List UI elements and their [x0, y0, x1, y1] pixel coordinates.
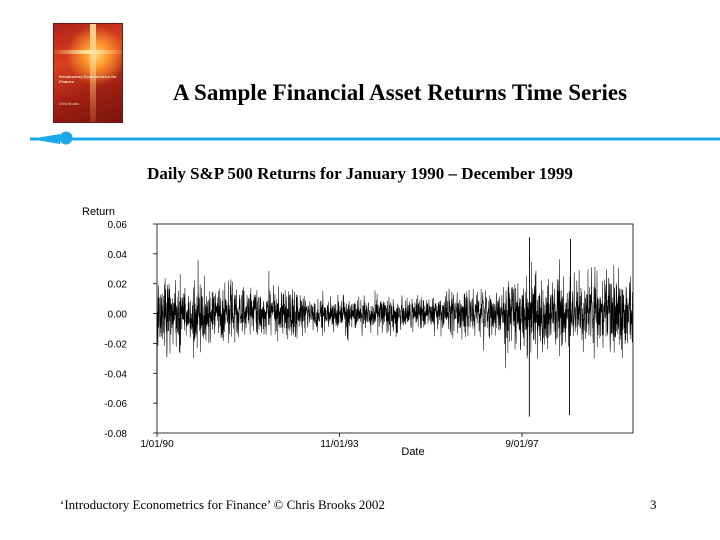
- y-tick-label: -0.08: [104, 429, 127, 440]
- title-underline-dot: [59, 131, 73, 145]
- book-cover-image: Introductory Econometrics for Finance Ch…: [53, 23, 123, 123]
- y-tick-label: 0.02: [108, 280, 128, 291]
- title-underline-bar: [30, 131, 720, 145]
- cover-title: Introductory Econometrics for Finance: [59, 74, 117, 84]
- returns-chart: Return Date 0.06 0.04 0.02 0.00 -0.02 -0.04 -0…: [82, 206, 634, 458]
- y-tick-label: 0.04: [108, 250, 128, 261]
- page-number: 3: [650, 497, 657, 512]
- cover-flare-vertical: [90, 24, 96, 122]
- x-tick-label: 11/01/93: [320, 439, 359, 450]
- x-tick-label: 9/01/97: [505, 439, 539, 450]
- y-tick-label: 0.06: [108, 220, 128, 231]
- y-axis-title: Return: [82, 206, 115, 218]
- y-tick-label: -0.06: [104, 399, 127, 410]
- cover-flare-horizontal: [54, 50, 122, 54]
- cover-author: Chris Brooks: [59, 102, 80, 106]
- slide-title: A Sample Financial Asset Returns Time Se…: [172, 80, 628, 105]
- series-line-returns: [156, 259, 634, 369]
- y-tick-label: 0.00: [108, 310, 128, 321]
- x-axis-title: Date: [401, 446, 424, 458]
- title-underline-tip: [30, 134, 60, 144]
- x-tick-label: 1/01/90: [140, 439, 174, 450]
- chart-subtitle-text: Daily S&P 500 Returns for January 1990 –…: [147, 164, 573, 183]
- y-axis-ticks: 0.06 0.04 0.02 0.00 -0.02 -0.04 -0.06 -0.08: [104, 220, 157, 440]
- y-tick-label: -0.04: [104, 369, 127, 380]
- slide-footer: ‘Introductory Econometrics for Finance’ …: [60, 497, 385, 512]
- notable-points: [156, 237, 572, 417]
- x-axis-ticks: 1/01/90 11/01/93 9/01/97: [140, 433, 539, 450]
- chart-subtitle: Daily S&P 500 Returns for January 1990 –…: [0, 164, 720, 184]
- y-tick-label: -0.02: [104, 339, 127, 350]
